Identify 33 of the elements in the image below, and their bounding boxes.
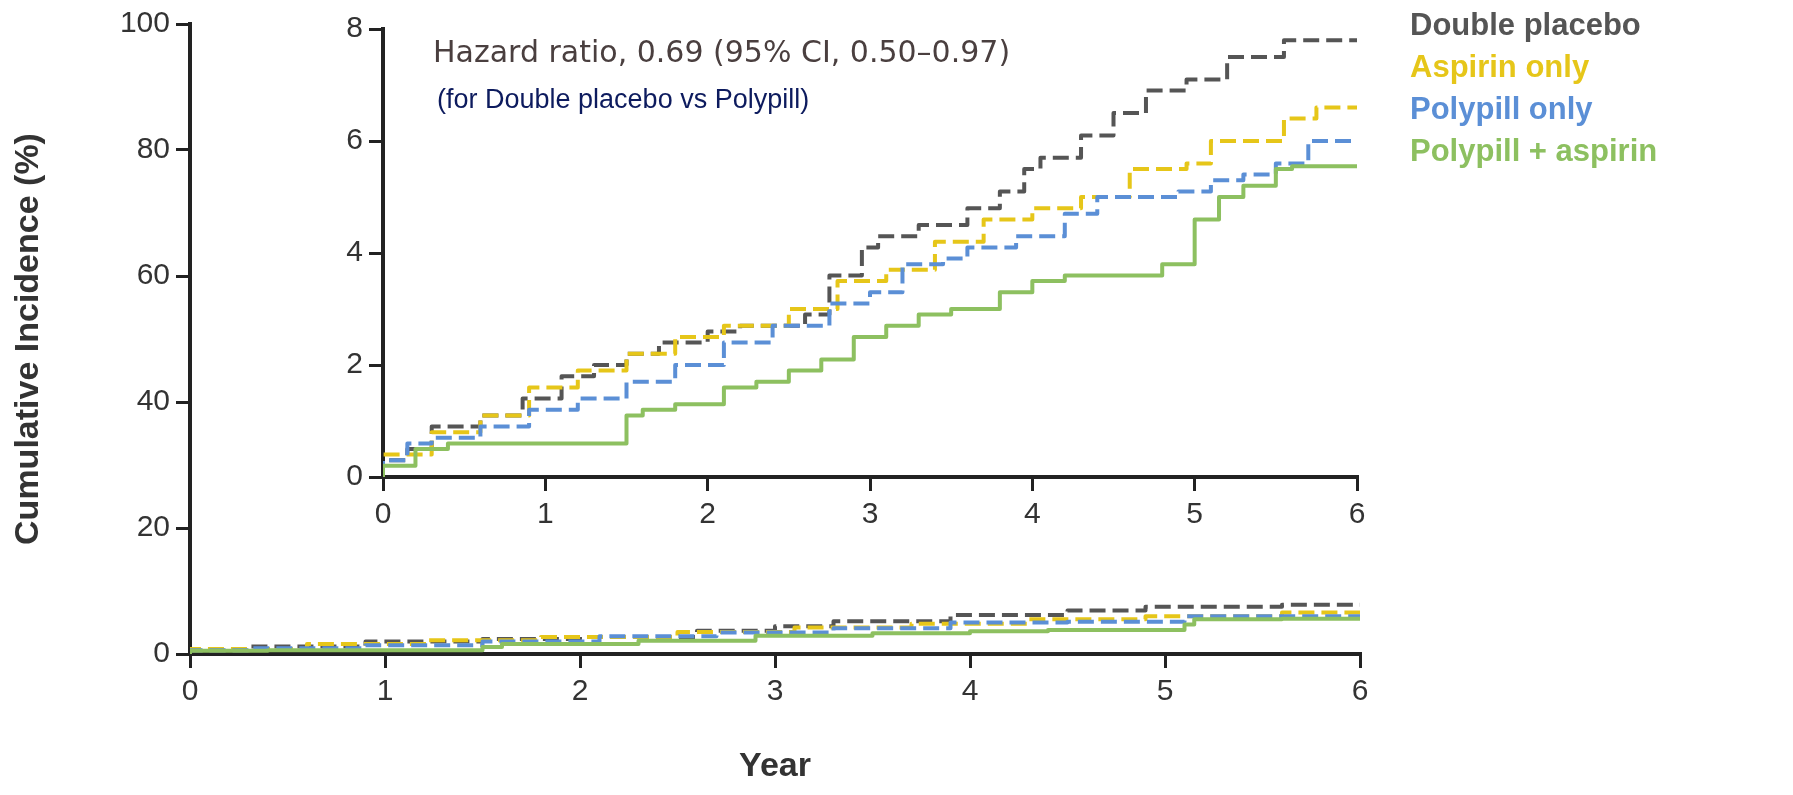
y-tick-label: 0: [346, 458, 363, 492]
y-tick-label: 8: [346, 10, 363, 44]
x-tick-label: 5: [1186, 496, 1204, 530]
x-tick-label: 2: [699, 496, 717, 530]
x-tick-label: 0: [181, 673, 199, 707]
y-tick-label: 6: [346, 122, 363, 156]
x-axis-title: Year: [739, 744, 811, 783]
y-tick-label: 60: [136, 257, 170, 291]
y-tick-label: 2: [346, 346, 363, 380]
x-tick-label: 3: [861, 496, 879, 530]
x-tick-label: 4: [1023, 496, 1041, 530]
x-tick-label: 6: [1348, 496, 1366, 530]
series-label: Aspirin only: [1410, 48, 1591, 86]
series-label: Double placebo: [1410, 6, 1642, 44]
annotation: (for Double placebo vs Polypill): [437, 83, 810, 114]
y-tick-label: 100: [119, 5, 170, 39]
x-tick-label: 2: [571, 673, 589, 707]
y-tick-label: 20: [136, 509, 170, 543]
x-tick-label: 0: [374, 496, 392, 530]
annotation: Hazard ratio, 0.69 (95% CI, 0.50–0.97): [433, 33, 1011, 69]
x-tick-label: 1: [376, 673, 394, 707]
x-tick-label: 1: [536, 496, 554, 530]
x-tick-label: 5: [1156, 673, 1174, 707]
y-tick-label: 80: [136, 131, 170, 165]
y-axis-title: Cumulative Incidence (%): [6, 133, 45, 545]
x-tick-label: 4: [961, 673, 979, 707]
series-label: Polypill only: [1410, 90, 1594, 128]
y-tick-label: 40: [136, 383, 170, 417]
x-tick-label: 6: [1351, 673, 1369, 707]
series-label: Polypill + aspirin: [1410, 132, 1658, 170]
y-tick-label: 0: [153, 635, 170, 669]
y-tick-label: 4: [346, 234, 363, 268]
x-tick-label: 3: [766, 673, 784, 707]
